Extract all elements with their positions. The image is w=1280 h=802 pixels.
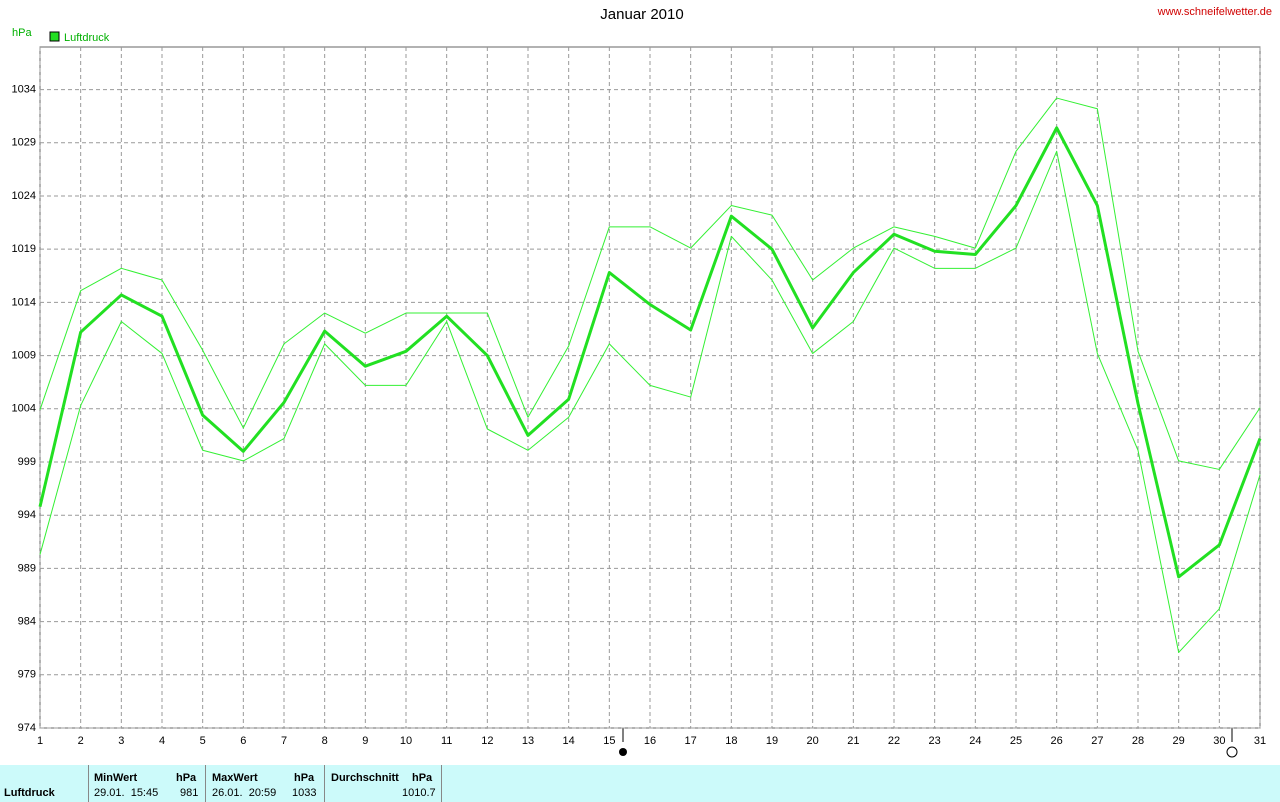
x-tick-label: 9 [362,735,368,747]
x-tick-label: 17 [685,735,697,747]
y-tick-label: 1019 [12,243,36,255]
y-tick-label: 999 [18,456,36,468]
row-label: Luftdruck [4,787,55,799]
x-tick-label: 18 [725,735,737,747]
min-unit: hPa [176,772,197,784]
x-tick-label: 7 [281,735,287,747]
x-tick-label: 5 [200,735,206,747]
x-tick-label: 22 [888,735,900,747]
x-tick-label: 15 [603,735,615,747]
x-tick-label: 29 [1173,735,1185,747]
x-tick-label: 4 [159,735,165,747]
x-tick-label: 2 [78,735,84,747]
x-tick-label: 20 [807,735,819,747]
separator [205,765,206,802]
moon-new [619,748,627,756]
x-tick-label: 23 [929,735,941,747]
x-tick-label: 25 [1010,735,1022,747]
y-tick-label: 1034 [12,83,36,95]
avg-unit: hPa [412,772,433,784]
plot-area [39,46,1261,729]
y-tick-label: 1029 [12,137,36,149]
x-tick-label: 12 [481,735,493,747]
chart: Januar 2010 www.schneifelwetter.de hPa 9… [12,6,1272,758]
max-title: MaxWert [212,772,258,784]
y-tick-label: 989 [18,562,36,574]
min-value: 981 [180,787,199,799]
separator [88,765,89,802]
series-line [39,150,1261,653]
y-axis-label: hPa [12,27,32,39]
min-time: 29.01. 15:45 [94,787,159,799]
series-line [39,97,1261,470]
y-tick-label: 1014 [12,296,36,308]
max-time: 26.01. 20:59 [212,787,277,799]
y-tick-label: 1024 [12,190,36,202]
y-tick-label: 1009 [12,349,36,361]
x-tick-label: 10 [400,735,412,747]
x-tick-label: 3 [118,735,124,747]
separator [324,765,325,802]
legend-label: Luftdruck [64,32,110,44]
moon-full [1226,746,1238,758]
x-tick-label: 6 [240,735,246,747]
y-tick-label: 1004 [12,403,36,415]
separator [441,765,442,802]
x-tick-label: 28 [1132,735,1144,747]
avg-title: Durchschnitt [331,772,399,784]
legend-swatch [49,31,60,42]
min-title: MinWert [94,772,138,784]
x-tick-label: 19 [766,735,778,747]
source: www.schneifelwetter.de [1157,6,1272,18]
y-tick-label: 979 [18,669,36,681]
x-tick-label: 31 [1254,735,1266,747]
y-tick-label: 974 [18,722,36,734]
summary-bar: Luftdruck MinWert hPa 29.01. 15:45 981 M… [0,765,1280,802]
x-tick-label: 1 [37,735,43,747]
x-tick-label: 30 [1213,735,1225,747]
x-tick-label: 24 [969,735,981,747]
y-tick-label: 994 [18,509,36,521]
y-tick-label: 984 [18,616,36,628]
x-tick-label: 13 [522,735,534,747]
x-tick-label: 11 [441,735,452,747]
max-unit: hPa [294,772,315,784]
chart-title: Januar 2010 [600,6,683,23]
x-tick-label: 8 [322,735,328,747]
max-value: 1033 [292,787,317,799]
x-tick-label: 14 [563,735,575,747]
x-tick-label: 27 [1091,735,1103,747]
avg-value: 1010.7 [402,787,436,799]
x-tick-label: 16 [644,735,656,747]
x-tick-label: 26 [1051,735,1063,747]
x-tick-label: 21 [847,735,859,747]
series-line [38,126,1262,579]
